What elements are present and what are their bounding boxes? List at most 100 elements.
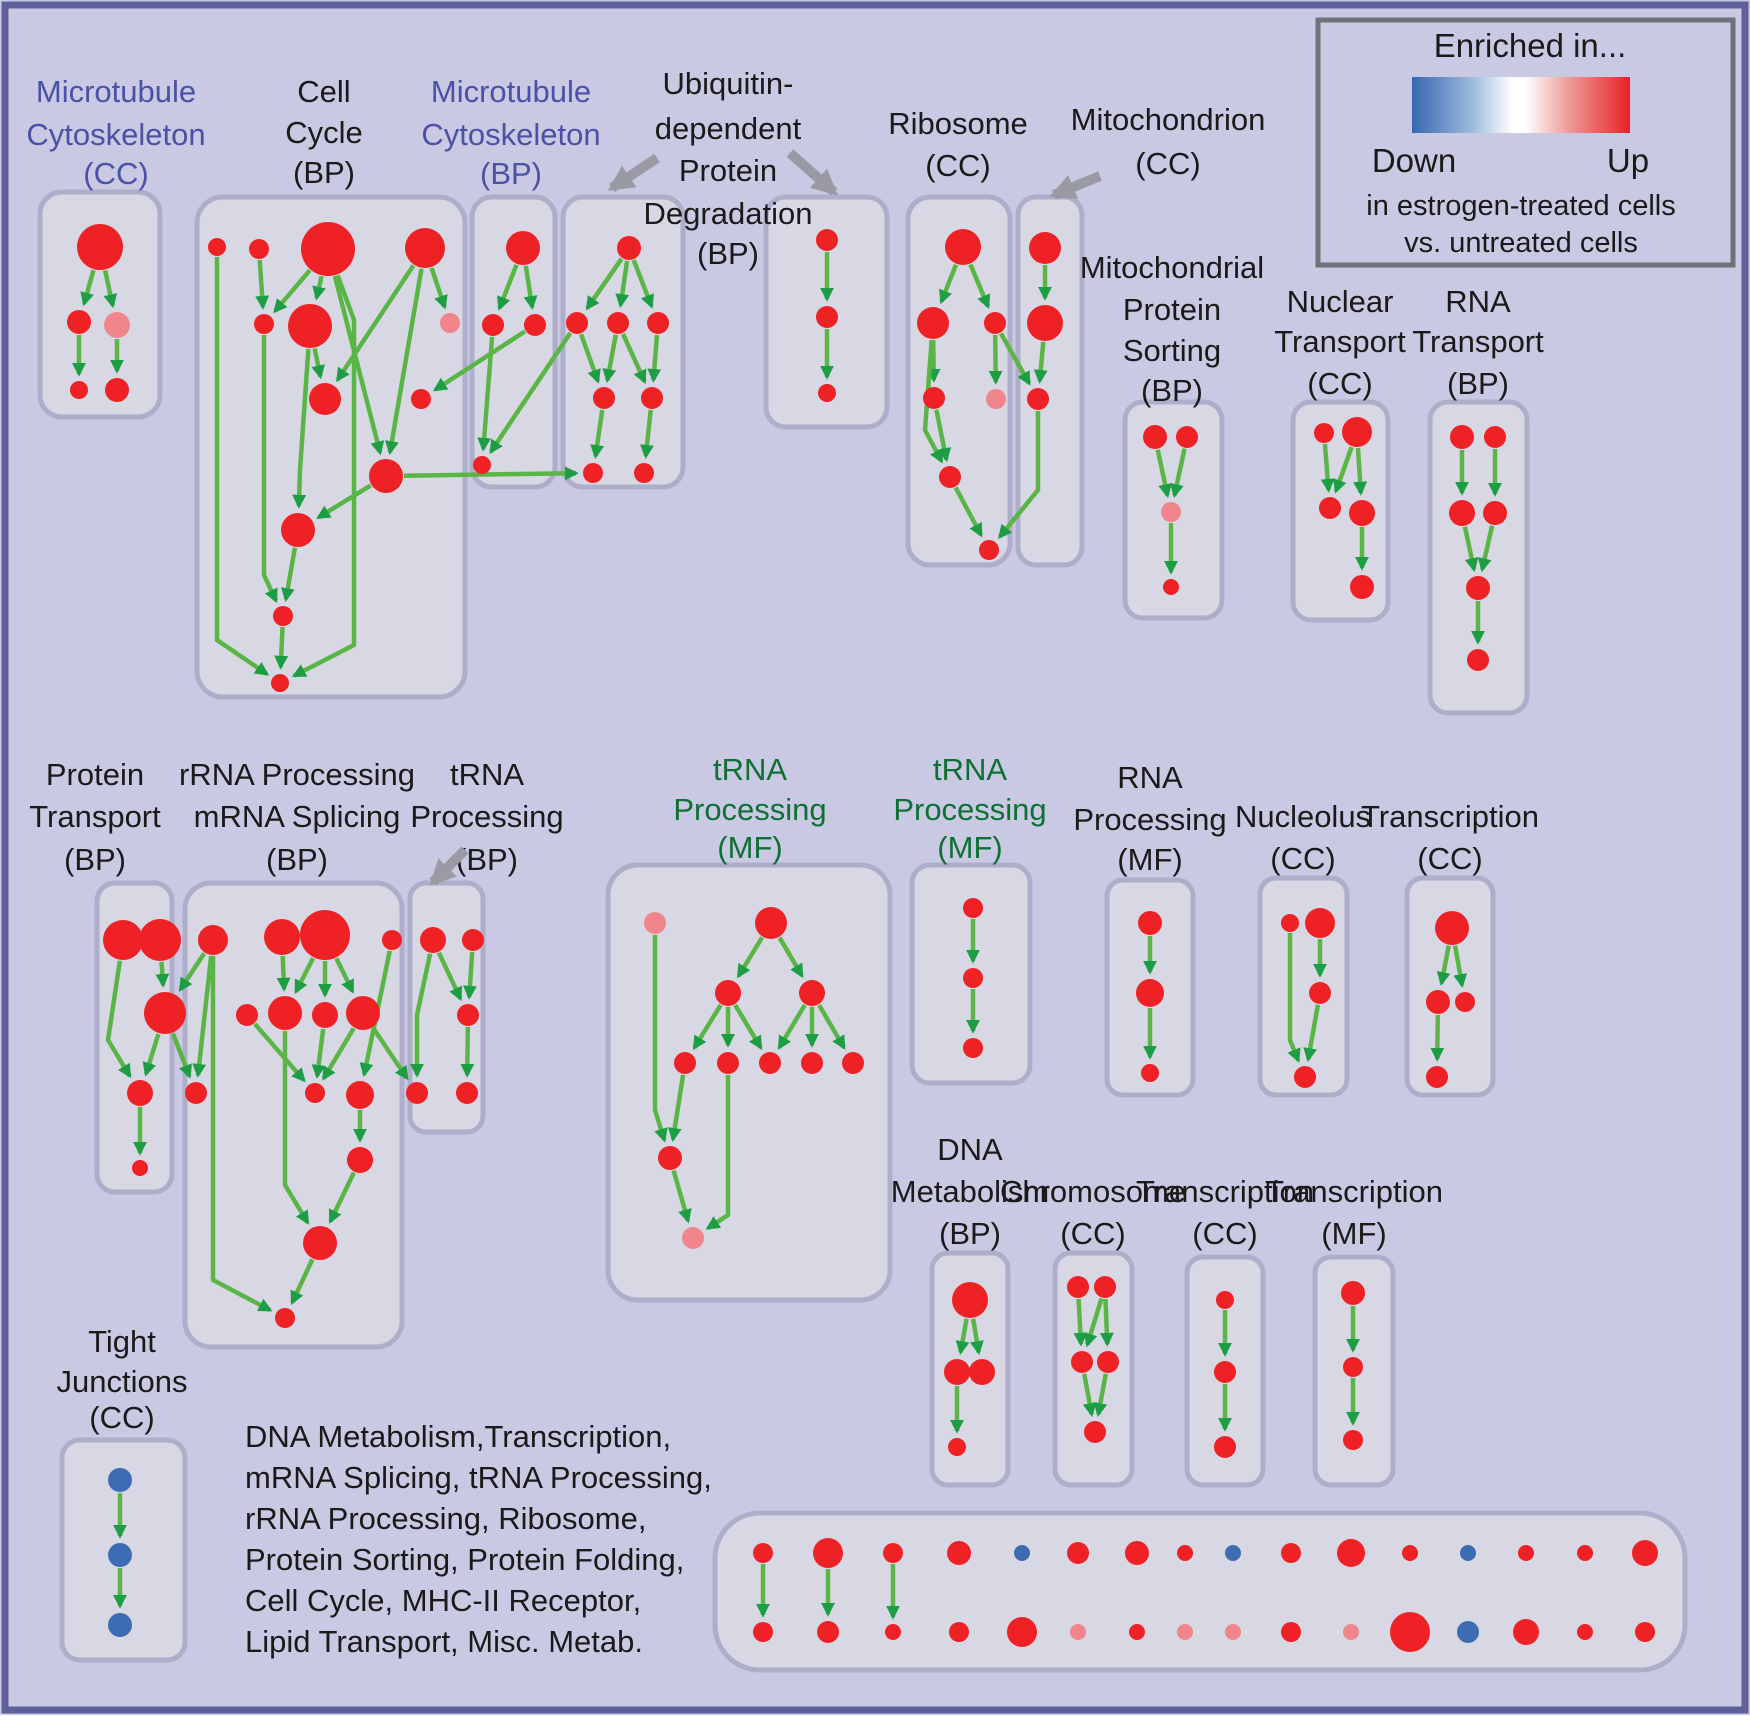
node-rp3 [1141, 1064, 1159, 1082]
edge-tm3-tm5 [692, 1003, 723, 1051]
node-rb5 [986, 389, 1006, 409]
node-mbp4 [473, 456, 491, 474]
node-rt3 [1449, 500, 1475, 526]
node-rt5 [1466, 576, 1490, 600]
node-b16t [1632, 1540, 1658, 1566]
edge-mbp3-cc9 [432, 329, 527, 392]
edge-rt3-rt5 [1462, 526, 1479, 573]
edge-pt2-pt3 [155, 961, 170, 988]
edge-tc2-tc4 [1430, 1014, 1445, 1062]
edge-mps2-mps3 [1170, 448, 1187, 499]
edge-ch4-ch5 [1093, 1373, 1109, 1418]
node-rp2 [1136, 979, 1164, 1007]
node-tm8 [801, 1052, 823, 1074]
node-b7b [1129, 1624, 1145, 1640]
edge-nt2-nt4 [1353, 447, 1368, 496]
cluster-box-ribosome [905, 194, 1013, 568]
node-dn4 [948, 1438, 966, 1456]
node-cc13 [271, 674, 289, 692]
edge-cc2-cc5 [255, 259, 270, 310]
node-b1t [753, 1543, 773, 1563]
node-b7t [1125, 1541, 1149, 1565]
node-rr9 [185, 1082, 207, 1104]
node-ub6 [583, 463, 603, 483]
trna-processing-mf-small-label: tRNA Processing (MF) [893, 752, 1046, 865]
node-tm6 [717, 1052, 739, 1074]
edge-rb3-mt3 [998, 332, 1032, 386]
edge-cc3-cc5 [273, 268, 312, 314]
node-b9t [1225, 1545, 1241, 1561]
rna-processing-mf-label: RNA Processing (MF) [1073, 760, 1226, 877]
node-b6b [1070, 1624, 1086, 1640]
node-ub2 [607, 312, 629, 334]
edge-cc6-cc8 [311, 348, 325, 380]
edge-rb1-rb3 [968, 263, 991, 309]
node-tj1 [108, 1468, 132, 1492]
node-mcc3 [104, 312, 130, 338]
trna-bp-pointer-icon [429, 846, 469, 886]
edge-rr5-rr10 [253, 1022, 306, 1083]
node-b9b [1225, 1624, 1241, 1640]
chromosome-label: Chromosome (CC) [1000, 1174, 1186, 1251]
node-rr12 [347, 1147, 373, 1173]
trna-processing-bp-label: tRNA Processing (BP) [410, 757, 563, 877]
edge-ch2-ch3 [1083, 1297, 1104, 1348]
node-mt2 [1027, 305, 1063, 341]
node-rr13 [303, 1226, 337, 1260]
node-pt2 [139, 919, 181, 961]
edge-rb1-rb2 [939, 263, 959, 305]
edge-rr3-rr6 [293, 957, 316, 995]
node-mt3 [1027, 388, 1049, 410]
ubiquitin-pointer-right-icon [786, 149, 838, 196]
cluster-box-protein-transport [94, 880, 175, 1195]
cluster-box-microtubule-cc [37, 189, 163, 420]
edge-rr13-rr14 [290, 1258, 315, 1306]
edge-rr8-rr10 [321, 1027, 356, 1081]
node-mps2 [1176, 426, 1198, 448]
node-cc9 [411, 389, 431, 409]
node-b14b [1513, 1619, 1539, 1645]
edge-rr1-rr9 [192, 955, 214, 1078]
edge-tb3-tb5 [460, 1026, 475, 1078]
node-rr11 [346, 1081, 374, 1109]
node-ts3 [963, 1038, 983, 1058]
legend-gradient-bar [1412, 77, 1630, 133]
ubiquitin-label: Ubiquitin-dependent Protein Degradation (BP… [644, 66, 813, 271]
node-tc1 [1435, 911, 1469, 945]
edge-rb3-rb5 [988, 334, 1003, 385]
edge-tm3-tm7 [733, 1003, 763, 1050]
edge-nt2-nt3 [1333, 446, 1354, 494]
edge-mbp1-mbp2 [497, 263, 519, 311]
node-tm10 [658, 1146, 682, 1170]
node-tb1 [420, 927, 446, 953]
edge-rb2-rb6 [922, 339, 944, 464]
edge-dn1-dn3 [969, 1318, 984, 1356]
node-nu2 [1305, 908, 1335, 938]
ribosome-label: Ribosome (CC) [888, 106, 1028, 183]
node-rr5 [236, 1004, 258, 1026]
microtubule-bp-label: Microtubule Cytoskeleton (BP) [421, 74, 600, 191]
legend-down-label: Down [1372, 142, 1456, 179]
node-nt4 [1349, 500, 1375, 526]
edge-tc1-tc2 [1436, 945, 1451, 987]
edge-tm4-tm9 [817, 1003, 846, 1050]
node-cc8 [309, 383, 341, 415]
node-cc1 [208, 238, 226, 256]
edge-nu1-nu4 [1287, 933, 1301, 1063]
node-tb4 [406, 1082, 428, 1104]
node-b3t [883, 1543, 903, 1563]
cell-cycle-label: Cell Cycle (BP) [285, 74, 363, 190]
node-rb6 [939, 466, 961, 488]
node-rr8 [346, 996, 380, 1030]
gray-pointer-arrows-layer [429, 149, 1102, 886]
node-tm11 [682, 1227, 704, 1249]
edge-tm2-tm4 [777, 936, 804, 979]
node-rt1 [1450, 425, 1474, 449]
edge-dn1-dn2 [955, 1318, 970, 1356]
node-tm1 [644, 912, 666, 934]
edge-nu3-nu4 [1303, 1004, 1321, 1063]
edge-tm10-tm11 [671, 1169, 692, 1224]
cluster-box-chromosome [1052, 1250, 1135, 1488]
edge-nt1-nt3 [1320, 443, 1335, 493]
node-b3b [885, 1624, 901, 1640]
